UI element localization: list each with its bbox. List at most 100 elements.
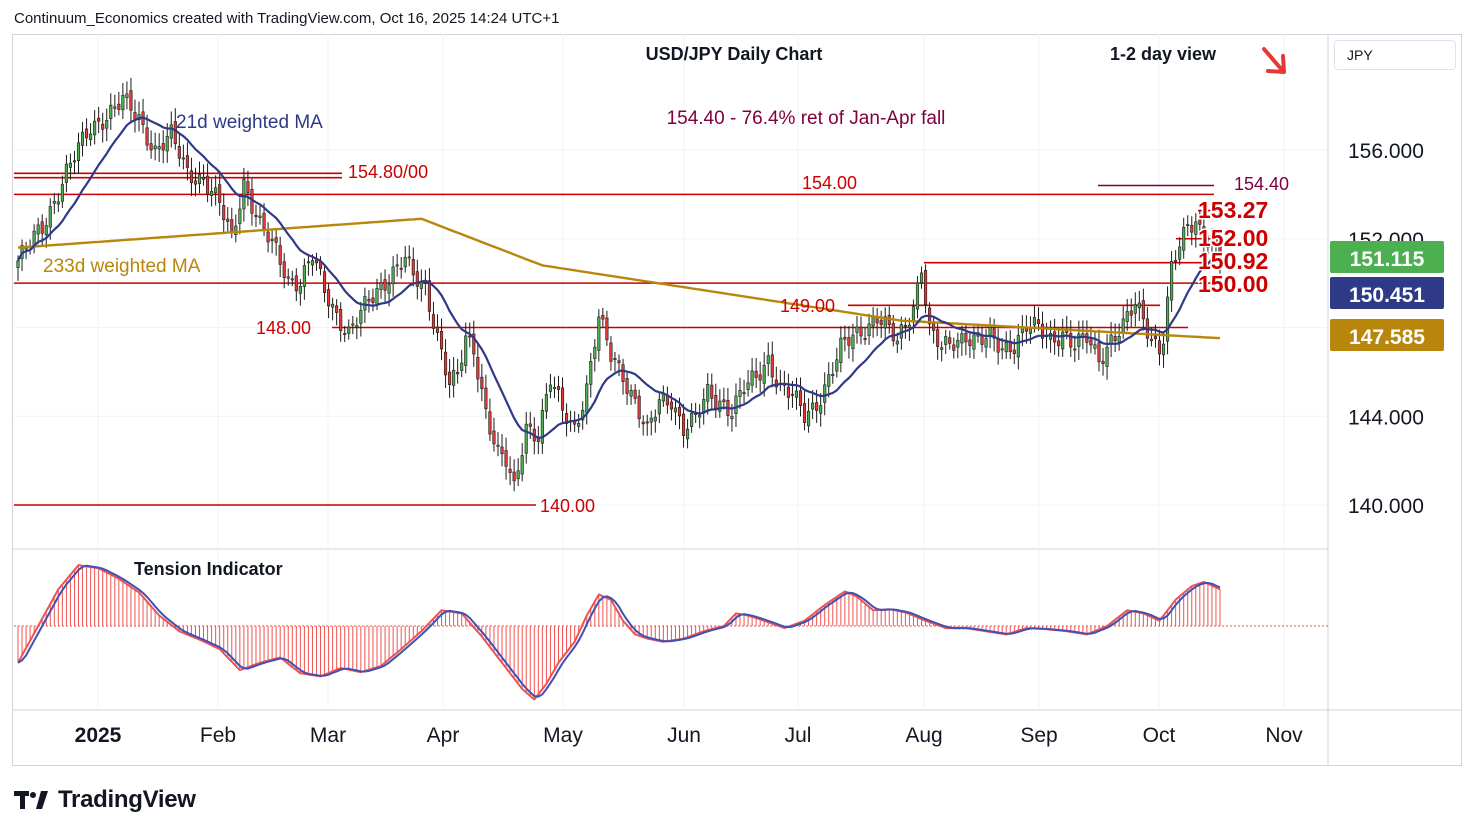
candle-body [1206, 242, 1210, 249]
candle-body [210, 191, 214, 196]
candle-body [456, 371, 460, 375]
candle-body [496, 444, 500, 447]
candle-body [1113, 336, 1117, 342]
indicator-label: Tension Indicator [134, 559, 283, 579]
candle-body [427, 280, 431, 312]
ma21-line [17, 116, 1221, 440]
candle-body [794, 390, 799, 398]
candle-body [1157, 340, 1162, 355]
candle-body [1149, 338, 1153, 342]
candle-body [1105, 346, 1109, 367]
chart-attribution: Continuum_Economics created with Trading… [14, 10, 560, 27]
candle-body [238, 208, 242, 224]
candle-body [855, 326, 859, 333]
price-tag [1330, 277, 1444, 309]
candle-body [508, 468, 512, 473]
candle-body [867, 323, 871, 336]
candle-body [347, 326, 351, 334]
x-tick-label: Sep [1020, 724, 1057, 747]
candle-body [403, 257, 407, 268]
candle-body [601, 315, 605, 320]
candle-body [774, 379, 778, 388]
candle-body [64, 163, 68, 183]
level-label: 149.00 [780, 296, 835, 316]
candle-body [415, 271, 419, 287]
candle-body [746, 382, 750, 390]
candle-body [274, 237, 278, 243]
candle-body [1016, 335, 1020, 358]
candle-body [742, 392, 746, 395]
candle-body [435, 326, 440, 333]
candle-body [661, 393, 665, 402]
candle-body [266, 231, 270, 243]
candle-body [101, 123, 105, 130]
candle-body [907, 324, 911, 329]
candle-body [807, 410, 811, 427]
candle-body [1133, 304, 1137, 314]
candle-body [528, 423, 532, 427]
candle-body [879, 319, 883, 326]
level-label: 154.00 [802, 173, 857, 193]
candle-body [1004, 341, 1008, 353]
candle-body [581, 409, 585, 421]
x-tick-label: Apr [427, 724, 460, 747]
candle-body [613, 358, 617, 361]
candle-body [484, 387, 488, 410]
candle-body [629, 390, 633, 397]
candle-body [895, 340, 899, 345]
candle-body [819, 405, 823, 414]
candle-body [492, 430, 496, 445]
candle-body [294, 275, 298, 292]
candle-body [1178, 246, 1182, 260]
candle-body [710, 384, 714, 399]
candle-body [540, 410, 544, 444]
candle-body [97, 117, 101, 122]
candle-body [577, 423, 581, 427]
candle-body [165, 136, 169, 152]
candle-body [1061, 331, 1065, 350]
level-label: 148.00 [256, 318, 311, 338]
candle-body [476, 357, 480, 380]
price-tag-label: 151.115 [1350, 248, 1425, 271]
ma233-label: 233d weighted MA [43, 256, 201, 277]
tension-fast-line [17, 564, 1221, 701]
candle-body [214, 187, 218, 194]
candle-body [673, 407, 678, 413]
candle-body [960, 333, 964, 344]
candle-body [52, 200, 56, 204]
y-tick-label: 140.000 [1348, 495, 1424, 518]
candle-body [161, 143, 165, 151]
candle-body [439, 331, 444, 350]
candle-body [379, 282, 383, 290]
ma21-label: 21d weighted MA [176, 112, 323, 133]
candle-body [383, 279, 387, 291]
candle-body [669, 401, 673, 410]
x-tick-label: Oct [1143, 724, 1176, 747]
candle-body [706, 384, 710, 402]
candle-body [657, 399, 661, 415]
candle-body [399, 267, 403, 270]
candle-body [1028, 328, 1032, 334]
candle-body [1012, 349, 1016, 354]
candle-body [1069, 333, 1073, 348]
candle-body [1129, 310, 1133, 316]
chart-frame [12, 34, 1462, 766]
candle-body [1161, 343, 1166, 356]
candle-body [593, 346, 597, 359]
candle-body [758, 374, 762, 381]
candle-body [589, 361, 593, 385]
currency-selector[interactable]: JPY [1334, 40, 1456, 70]
candle-body [714, 395, 718, 409]
candle-body [827, 374, 831, 387]
candle-body [359, 310, 363, 324]
tradingview-branding[interactable]: TradingView [14, 786, 196, 814]
candle-body [875, 317, 879, 324]
candle-body [185, 155, 189, 168]
candle-body [56, 201, 60, 205]
level-label: 154.40 [1234, 174, 1289, 194]
candle-body [597, 316, 601, 351]
candle-body [649, 417, 653, 423]
candle-body [375, 288, 379, 305]
candle-body [770, 354, 774, 378]
